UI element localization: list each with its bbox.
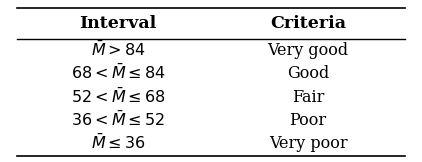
Text: $\bar{M} \leq 36$: $\bar{M} \leq 36$ [91, 134, 146, 153]
Text: Criteria: Criteria [270, 15, 346, 32]
Text: $68 < \bar{M} \leq 84$: $68 < \bar{M} \leq 84$ [71, 64, 165, 83]
Text: Interval: Interval [79, 15, 157, 32]
Text: $52 < \bar{M} \leq 68$: $52 < \bar{M} \leq 68$ [71, 88, 165, 107]
Text: Good: Good [287, 65, 329, 82]
Text: Fair: Fair [292, 89, 324, 106]
Text: Very good: Very good [268, 42, 349, 59]
Text: Poor: Poor [289, 112, 327, 129]
Text: $36 < \bar{M} \leq 52$: $36 < \bar{M} \leq 52$ [71, 111, 165, 130]
Text: Very poor: Very poor [269, 135, 347, 152]
Text: $\bar{M} > 84$: $\bar{M} > 84$ [91, 41, 146, 60]
